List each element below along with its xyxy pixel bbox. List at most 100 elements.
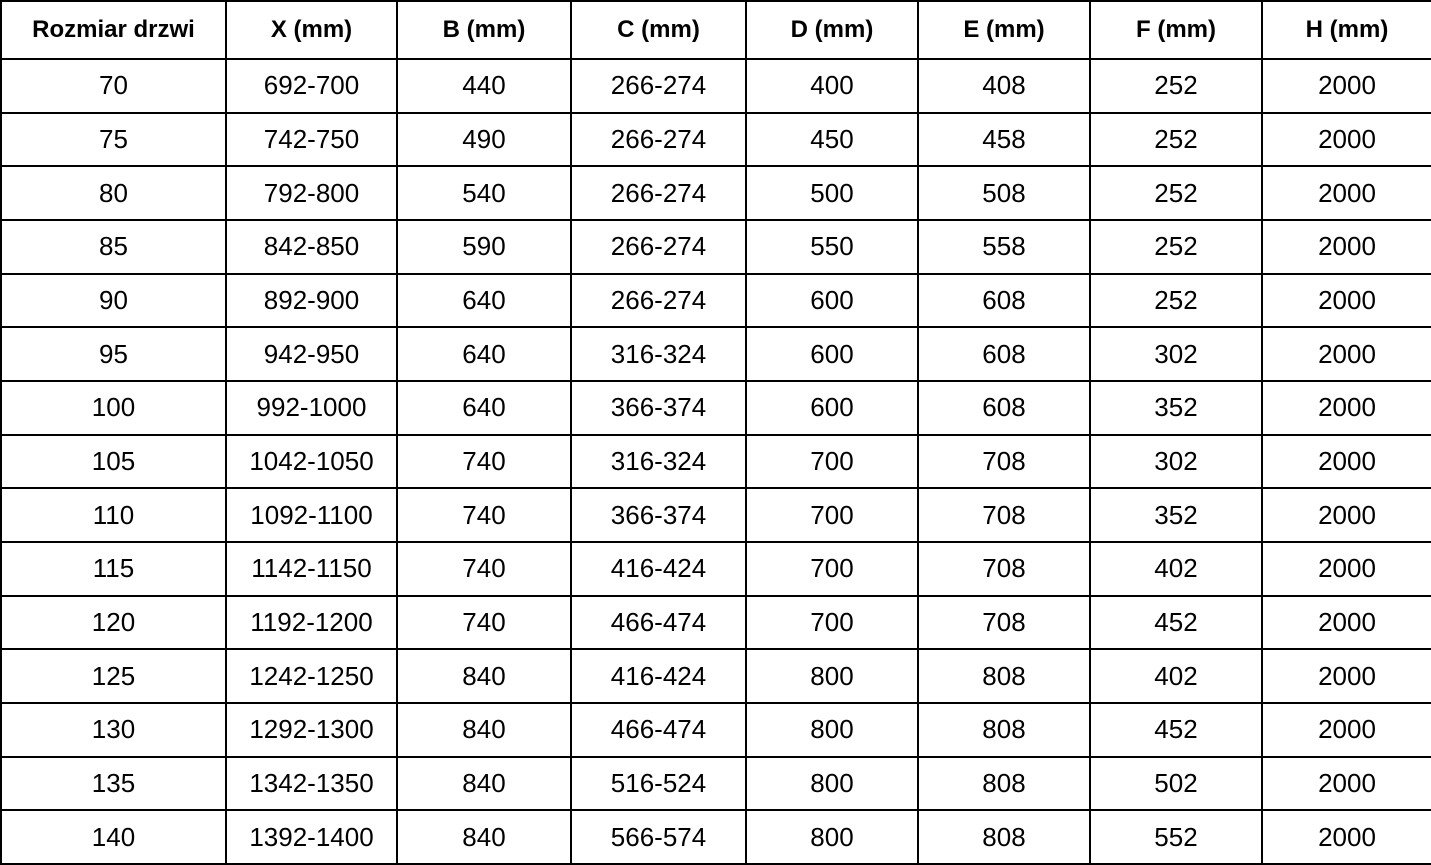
table-cell: 600 [745, 272, 919, 329]
table-cell: 266-274 [570, 165, 747, 221]
table-row: 120 1192-1200 740 466-474 700 708 452 2000 [0, 594, 1431, 651]
table-cell: 800 [745, 701, 919, 758]
table-cell: 302 [1089, 433, 1263, 490]
table-cell: 590 [396, 218, 572, 275]
table-cell: 708 [917, 433, 1091, 490]
table-cell: 708 [917, 540, 1091, 597]
table-cell: 252 [1089, 165, 1263, 221]
table-cell: 708 [917, 594, 1091, 651]
table-cell: 2000 [1261, 111, 1431, 168]
table-cell: 266-274 [570, 111, 747, 168]
table-cell: 842-850 [225, 218, 398, 275]
table-cell: 608 [917, 326, 1091, 382]
table-cell: 840 [396, 755, 572, 812]
table-cell: 566-574 [570, 809, 747, 865]
table-cell: 266-274 [570, 272, 747, 329]
table-cell: 85 [0, 218, 227, 275]
table-cell: 95 [0, 326, 227, 382]
table-cell: 266-274 [570, 58, 747, 114]
table-cell: 792-800 [225, 165, 398, 221]
table-cell: 640 [396, 326, 572, 382]
table-cell: 120 [0, 594, 227, 651]
column-header-rozmiar-drzwi: Rozmiar drzwi [0, 0, 227, 60]
table-cell: 516-524 [570, 755, 747, 812]
table-cell: 740 [396, 433, 572, 490]
table-row: 75 742-750 490 266-274 450 458 252 2000 [0, 111, 1431, 168]
table-cell: 558 [917, 218, 1091, 275]
table-cell: 452 [1089, 701, 1263, 758]
table-cell: 552 [1089, 809, 1263, 865]
table-cell: 502 [1089, 755, 1263, 812]
table-cell: 2000 [1261, 272, 1431, 329]
column-header-b-mm: B (mm) [396, 0, 572, 60]
table-cell: 466-474 [570, 701, 747, 758]
table-cell: 942-950 [225, 326, 398, 382]
table-cell: 352 [1089, 487, 1263, 543]
table-cell: 600 [745, 326, 919, 382]
table-cell: 550 [745, 218, 919, 275]
table-cell: 400 [745, 58, 919, 114]
table-cell: 402 [1089, 648, 1263, 704]
table-cell: 700 [745, 540, 919, 597]
table-cell: 708 [917, 487, 1091, 543]
table-cell: 140 [0, 809, 227, 865]
table-cell: 302 [1089, 326, 1263, 382]
table-cell: 992-1000 [225, 379, 398, 436]
table-cell: 252 [1089, 218, 1263, 275]
table-row: 85 842-850 590 266-274 550 558 252 2000 [0, 218, 1431, 275]
table-cell: 105 [0, 433, 227, 490]
table-cell: 466-474 [570, 594, 747, 651]
table-cell: 1042-1050 [225, 433, 398, 490]
table-cell: 1392-1400 [225, 809, 398, 865]
table-cell: 110 [0, 487, 227, 543]
table-row: 100 992-1000 640 366-374 600 608 352 2000 [0, 379, 1431, 436]
table-cell: 115 [0, 540, 227, 597]
table-cell: 130 [0, 701, 227, 758]
table-cell: 2000 [1261, 809, 1431, 865]
table-cell: 808 [917, 701, 1091, 758]
table-cell: 808 [917, 648, 1091, 704]
table-cell: 252 [1089, 111, 1263, 168]
table-cell: 90 [0, 272, 227, 329]
table-cell: 2000 [1261, 540, 1431, 597]
table-cell: 740 [396, 487, 572, 543]
table-cell: 1092-1100 [225, 487, 398, 543]
table-cell: 608 [917, 379, 1091, 436]
table-cell: 840 [396, 701, 572, 758]
table-cell: 408 [917, 58, 1091, 114]
table-cell: 508 [917, 165, 1091, 221]
table-cell: 2000 [1261, 701, 1431, 758]
column-header-h-mm: H (mm) [1261, 0, 1431, 60]
table-cell: 1342-1350 [225, 755, 398, 812]
table-cell: 2000 [1261, 165, 1431, 221]
table-cell: 800 [745, 809, 919, 865]
table-cell: 2000 [1261, 594, 1431, 651]
table-cell: 742-750 [225, 111, 398, 168]
table-cell: 740 [396, 540, 572, 597]
table-cell: 692-700 [225, 58, 398, 114]
table-row: 140 1392-1400 840 566-574 800 808 552 2000 [0, 809, 1431, 865]
column-header-f-mm: F (mm) [1089, 0, 1263, 60]
table-cell: 416-424 [570, 648, 747, 704]
table-cell: 450 [745, 111, 919, 168]
table-cell: 2000 [1261, 379, 1431, 436]
table-cell: 458 [917, 111, 1091, 168]
table-header-row: Rozmiar drzwi X (mm) B (mm) C (mm) D (mm… [0, 0, 1431, 60]
table-cell: 316-324 [570, 433, 747, 490]
table-cell: 700 [745, 433, 919, 490]
table-cell: 366-374 [570, 379, 747, 436]
table-cell: 100 [0, 379, 227, 436]
table-row: 95 942-950 640 316-324 600 608 302 2000 [0, 326, 1431, 382]
table-row: 70 692-700 440 266-274 400 408 252 2000 [0, 58, 1431, 114]
table-cell: 75 [0, 111, 227, 168]
table-cell: 600 [745, 379, 919, 436]
table-cell: 700 [745, 594, 919, 651]
table-cell: 352 [1089, 379, 1263, 436]
table-cell: 540 [396, 165, 572, 221]
table-cell: 2000 [1261, 58, 1431, 114]
table-row: 90 892-900 640 266-274 600 608 252 2000 [0, 272, 1431, 329]
table-cell: 640 [396, 379, 572, 436]
table-cell: 1192-1200 [225, 594, 398, 651]
table-cell: 316-324 [570, 326, 747, 382]
